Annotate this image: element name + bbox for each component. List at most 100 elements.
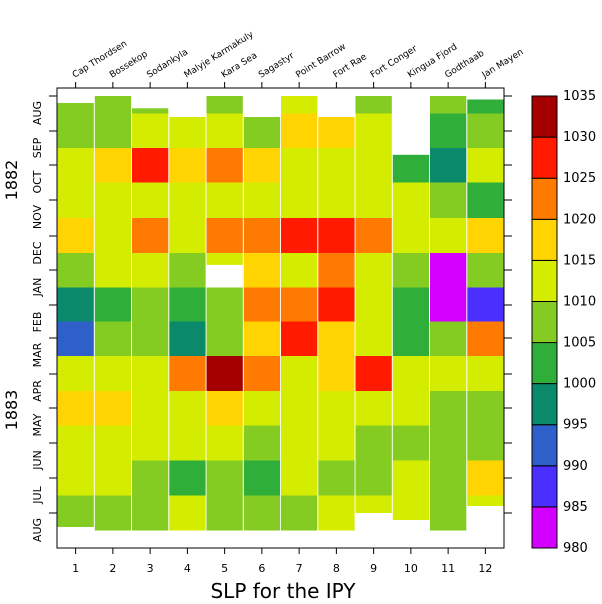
heatmap-cell (318, 321, 355, 356)
heatmap-cell (169, 356, 206, 391)
heatmap-cell (467, 321, 504, 356)
colorbar-tick-label: 1010 (563, 295, 596, 310)
heatmap-cell (355, 182, 392, 218)
heatmap-cell (281, 425, 318, 461)
heatmap-cell (318, 218, 355, 253)
x-tick-label: 7 (296, 562, 303, 575)
heatmap-cell (57, 113, 94, 148)
heatmap-cell (318, 117, 355, 148)
heatmap-cell (169, 287, 206, 322)
heatmap-cell (206, 356, 243, 391)
heatmap-cell (169, 182, 206, 218)
heatmap-cell (57, 182, 94, 218)
heatmap-cell (467, 287, 504, 322)
heatmap-cell (243, 117, 281, 148)
heatmap-cell (281, 218, 318, 253)
colorbar-tick-label: 1000 (563, 377, 596, 392)
heatmap-cell (57, 148, 94, 183)
x-tick-label: 9 (370, 562, 377, 575)
heatmap-cell (57, 391, 94, 426)
heatmap-cell (467, 253, 504, 288)
heatmap-cell (281, 495, 318, 531)
heatmap-cell (355, 253, 392, 288)
heatmap-cell (318, 460, 355, 496)
heatmap-cell (243, 321, 281, 356)
heatmap-cell (318, 391, 355, 426)
heatmap-cell (169, 218, 206, 253)
heatmap-cell (206, 321, 243, 356)
heatmap-cell (243, 182, 281, 218)
heatmap-cell (355, 356, 392, 391)
heatmap-cell (169, 148, 206, 183)
heatmap-cell (94, 113, 132, 148)
heatmap-cell (318, 495, 355, 531)
heatmap-cells (57, 96, 504, 531)
heatmap-cell (467, 99, 504, 114)
heatmap-cell (355, 321, 392, 356)
heatmap-cell (206, 460, 243, 496)
month-label: DEC (31, 241, 44, 264)
heatmap-cell (392, 182, 430, 218)
heatmap-cell (94, 287, 132, 322)
month-label: SEP (31, 137, 44, 158)
heatmap-cell (392, 253, 430, 288)
heatmap-cell (94, 96, 132, 114)
heatmap-cell (281, 287, 318, 322)
month-label: FEB (31, 312, 44, 333)
heatmap-cell (281, 182, 318, 218)
x-tick-label: 12 (478, 562, 492, 575)
month-label: AUG (31, 101, 44, 125)
heatmap-cell (94, 253, 132, 288)
heatmap-cell (318, 425, 355, 461)
colorbar-band (531, 424, 558, 467)
colorbar: 980 985 990 995 1000 1005 1010 1015 1020 1025 1030… (531, 89, 596, 556)
station-label: Sagastyr (257, 51, 296, 81)
colorbar-tick-label: 1020 (563, 212, 596, 227)
colorbar-band (531, 136, 558, 179)
heatmap-cell (392, 391, 430, 426)
heatmap-cell (169, 253, 206, 288)
heatmap-cell (355, 287, 392, 322)
month-labels: AUG SEP OCT NOV DEC JAN FEB MAR APR MAY JUN JUL AUG (31, 95, 512, 542)
heatmap-cell (57, 495, 94, 527)
x-tick-label: 8 (333, 562, 340, 575)
colorbar-tick-label: 985 (563, 500, 588, 515)
heatmap-cell (57, 460, 94, 496)
x-tick-label: 5 (221, 562, 228, 575)
colorbar-tick-label: 1015 (563, 253, 596, 268)
heatmap-cell (430, 495, 467, 531)
month-label: JAN (31, 278, 44, 298)
colorbar-band (531, 342, 558, 385)
station-label: Jan Mayen (480, 47, 526, 81)
heatmap-cell (57, 218, 94, 253)
heatmap-cell (355, 113, 392, 148)
heatmap-cell (392, 321, 430, 356)
heatmap-cell (94, 148, 132, 183)
heatmap-cell (206, 148, 243, 183)
heatmap-cell (57, 356, 94, 391)
colorbar-band (531, 259, 558, 302)
heatmap-cell (430, 113, 467, 148)
heatmap-cell (355, 391, 392, 426)
heatmap-cell (281, 253, 318, 288)
heatmap-cell (169, 495, 206, 531)
data-gap (206, 264, 243, 288)
colorbar-band (531, 465, 558, 508)
x-tick-label: 1 (72, 562, 79, 575)
colorbar-tick-label: 1025 (563, 171, 596, 186)
heatmap-cell (206, 495, 243, 531)
heatmap-cell (94, 460, 132, 496)
month-label: JUN (31, 450, 44, 471)
heatmap-cell (132, 460, 169, 496)
month-label: AUG (31, 518, 44, 542)
heatmap-cell (467, 495, 504, 506)
heatmap-cell (206, 218, 243, 253)
x-axis-label: SLP for the IPY (210, 579, 356, 603)
heatmap-cell (467, 218, 504, 253)
heatmap-cell (281, 148, 318, 183)
heatmap-cell (132, 391, 169, 426)
heatmap-cell (243, 460, 281, 496)
heatmap-cell (281, 356, 318, 391)
heatmap-cell (132, 356, 169, 391)
